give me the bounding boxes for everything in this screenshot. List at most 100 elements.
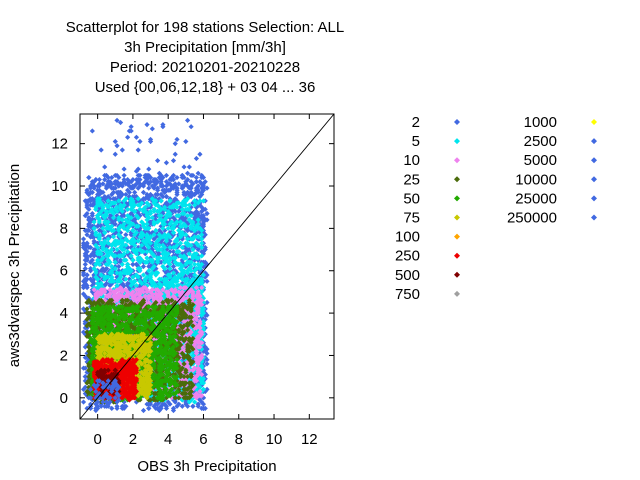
scatter-point: [186, 164, 192, 170]
scatter-point: [170, 157, 177, 164]
scatter-point: [163, 160, 170, 166]
scatter-point: [192, 257, 198, 263]
scatter-point: [84, 202, 90, 208]
scatter-point: [176, 181, 182, 187]
scatter-point: [204, 361, 210, 367]
scatter-point: [91, 183, 97, 189]
scatter-point: [103, 172, 110, 179]
scatter-point: [89, 128, 95, 134]
scatter-point: [123, 191, 129, 198]
scatter-point: [204, 278, 210, 284]
scatter-point: [109, 405, 115, 412]
scatter-point: [86, 206, 92, 212]
scatter-point: [204, 299, 210, 306]
scatter-point: [102, 268, 108, 274]
scatter-point: [86, 357, 92, 363]
scatter-point: [98, 147, 104, 153]
scatter-point: [102, 164, 108, 170]
scatter-point: [158, 259, 164, 265]
scatter-point: [109, 191, 115, 198]
scatter-point: [160, 174, 166, 181]
scatter-point: [144, 401, 150, 407]
scatter-point: [193, 155, 200, 162]
scatter-point: [199, 213, 205, 219]
scatter-point: [126, 189, 132, 195]
scatter-point: [82, 227, 88, 234]
scatter-point: [200, 223, 207, 229]
scatter-point: [102, 177, 108, 183]
scatter-point: [87, 276, 94, 282]
scatter-point: [174, 174, 180, 181]
scatter-point: [162, 187, 168, 193]
scatter-point: [125, 134, 131, 140]
scatter-point: [100, 181, 106, 187]
scatter-point: [133, 181, 140, 187]
scatter-point: [82, 384, 88, 390]
scatter-point: [112, 151, 118, 157]
scatter-point: [125, 280, 131, 287]
scatter-point: [109, 181, 115, 187]
scatter-point: [155, 401, 161, 407]
scatter-point: [170, 405, 177, 412]
scatter-point: [183, 138, 189, 145]
chart-title-line: Period: 20210201-20210228: [110, 59, 300, 76]
scatter-point: [155, 157, 161, 164]
scatter-point: [82, 266, 88, 272]
scatter-point: [84, 249, 90, 255]
scatter-point: [179, 259, 185, 265]
scatter-point: [82, 374, 88, 380]
scatter-point: [84, 272, 90, 278]
chart-title-line: Used {00,06,12,18} + 03 04 ... 36: [95, 79, 316, 96]
scatter-point: [188, 172, 194, 179]
scatter-point: [80, 236, 87, 242]
scatter-point: [197, 179, 203, 185]
scatter-point: [193, 187, 200, 193]
scatter-point: [135, 185, 141, 191]
chart-title: Scatterplot for 198 stations Selection: …: [66, 19, 345, 96]
scatter-point: [199, 268, 205, 274]
scatter-point: [116, 183, 122, 189]
scatter-point: [140, 189, 147, 195]
scatter-point: [80, 399, 87, 405]
scatter-point: [121, 166, 127, 172]
scatter-point: [132, 189, 138, 195]
scatter-point: [87, 185, 94, 191]
scatter-point: [172, 151, 178, 157]
scatter-point: [199, 405, 205, 412]
scatter-point: [80, 386, 87, 392]
scatter-point: [84, 232, 90, 238]
scatter-point: [165, 187, 171, 193]
scatter-point: [121, 172, 127, 179]
scatter-point: [119, 280, 125, 287]
scatter-point: [84, 240, 90, 246]
scatter-point: [146, 405, 152, 412]
scatter-point: [172, 208, 178, 215]
scatter-point: [96, 177, 103, 183]
scatter-point: [167, 401, 173, 407]
scatter-point: [140, 407, 147, 414]
scatter-point: [199, 208, 205, 215]
scatter-point: [116, 263, 122, 270]
scatter-points: [80, 117, 210, 414]
scatter-point: [84, 342, 90, 348]
scatter-point: [197, 151, 203, 157]
scatter-point: [89, 278, 95, 284]
scatter-point: [200, 401, 207, 407]
scatter-point: [163, 172, 170, 179]
scatter-point: [190, 403, 196, 409]
scatter-point: [176, 401, 182, 407]
scatter-point: [155, 179, 161, 185]
scatter-point: [130, 261, 136, 267]
scatter-point: [137, 138, 143, 145]
scatter-point: [144, 121, 150, 128]
scatter-point: [202, 217, 208, 223]
scatter-point: [146, 185, 152, 191]
scatter-point: [135, 147, 141, 153]
scatter-point: [80, 306, 87, 312]
scatter-point: [170, 263, 177, 270]
scatter-point: [181, 164, 187, 170]
scatter-point: [151, 403, 157, 409]
scatter-point: [149, 183, 155, 189]
chart-title-line: Scatterplot for 198 stations Selection: …: [66, 19, 345, 36]
